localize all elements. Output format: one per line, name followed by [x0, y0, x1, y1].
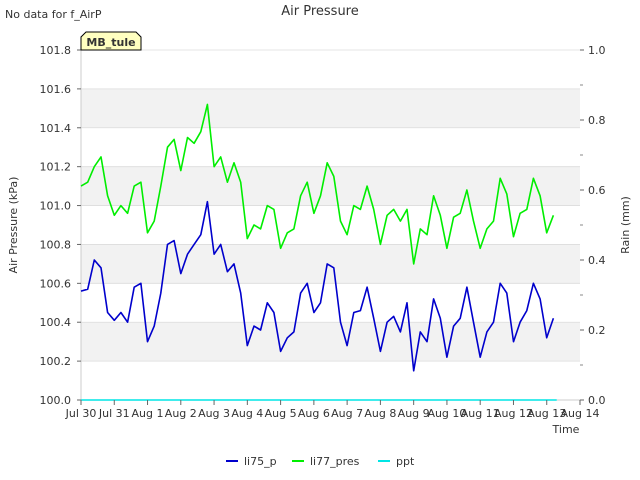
x-tick-label: Jul 30: [65, 407, 97, 420]
y2-axis-ticks: 0.0 0.2 0.4 0.6 0.8 1.0: [580, 44, 606, 407]
grid-band: [81, 166, 580, 206]
site-badge-label: MB_tule: [86, 36, 135, 49]
site-badge: MB_tule: [80, 31, 142, 51]
y-axis-ticks: 100.0 100.2 100.4 100.6 100.8 101.0 101.2 101.4…: [40, 44, 81, 407]
grid-band: [81, 322, 580, 362]
legend-label: li77_pres: [310, 455, 360, 468]
x-tick-label: Aug 3: [198, 407, 230, 420]
y-tick-label: 100.8: [40, 238, 72, 251]
x-tick-label: Aug 6: [298, 407, 330, 420]
grid-band: [81, 244, 580, 284]
y2-tick-label: 1.0: [588, 44, 606, 57]
x-tick-label: Aug 11: [461, 407, 500, 420]
legend: li75_p li77_pres ppt: [226, 455, 415, 468]
x-tick-label: Aug 13: [527, 407, 566, 420]
series-line-li75_p: [80, 200, 555, 372]
grid-bands: [81, 49, 580, 401]
y-tick-label: 100.2: [40, 355, 72, 368]
x-tick-label: Aug 7: [331, 407, 363, 420]
x-tick-label: Aug 10: [427, 407, 466, 420]
legend-label: li75_p: [244, 455, 277, 468]
chart-title: Air Pressure: [281, 4, 359, 19]
y2-tick-label: 0.8: [588, 114, 606, 127]
y-tick-label: 100.0: [40, 394, 72, 407]
y-tick-label: 101.0: [40, 200, 72, 213]
no-data-notice: No data for f_AirP: [5, 8, 102, 21]
y2-axis-label: Rain (mm): [619, 196, 632, 254]
y2-tick-label: 0.6: [588, 184, 606, 197]
x-axis-ticks: Jul 30 Jul 31 Aug 1 Aug 2 Aug 3 Aug 4 Aug 5 Aug…: [65, 400, 600, 420]
series-line-li77_pres: [80, 103, 555, 265]
y-tick-label: 100.4: [40, 316, 72, 329]
x-tick-label: Aug 2: [165, 407, 197, 420]
y2-tick-label: 0.4: [588, 254, 606, 267]
legend-label: ppt: [396, 455, 415, 468]
y2-tick-label: 0.0: [588, 394, 606, 407]
x-tick-label: Aug 9: [398, 407, 430, 420]
y-tick-label: 101.2: [40, 161, 72, 174]
grid-band: [81, 88, 580, 128]
y-tick-label: 101.8: [40, 44, 72, 57]
x-tick-label: Aug 1: [132, 407, 164, 420]
x-tick-label: Aug 12: [494, 407, 533, 420]
x-tick-label: Jul 31: [98, 407, 130, 420]
y-axis-label: Air Pressure (kPa): [7, 177, 20, 274]
series-lines: [80, 103, 557, 401]
x-tick-label: Aug 4: [231, 407, 263, 420]
x-tick-label: Aug 14: [561, 407, 600, 420]
site-badge-box: [80, 31, 142, 51]
x-axis-label: Time: [552, 423, 580, 436]
y2-tick-label: 0.2: [588, 324, 606, 337]
x-tick-label: Aug 8: [364, 407, 396, 420]
y-tick-label: 101.4: [40, 122, 72, 135]
y-tick-label: 101.6: [40, 83, 72, 96]
x-tick-label: Aug 5: [265, 407, 297, 420]
y-tick-label: 100.6: [40, 277, 72, 290]
